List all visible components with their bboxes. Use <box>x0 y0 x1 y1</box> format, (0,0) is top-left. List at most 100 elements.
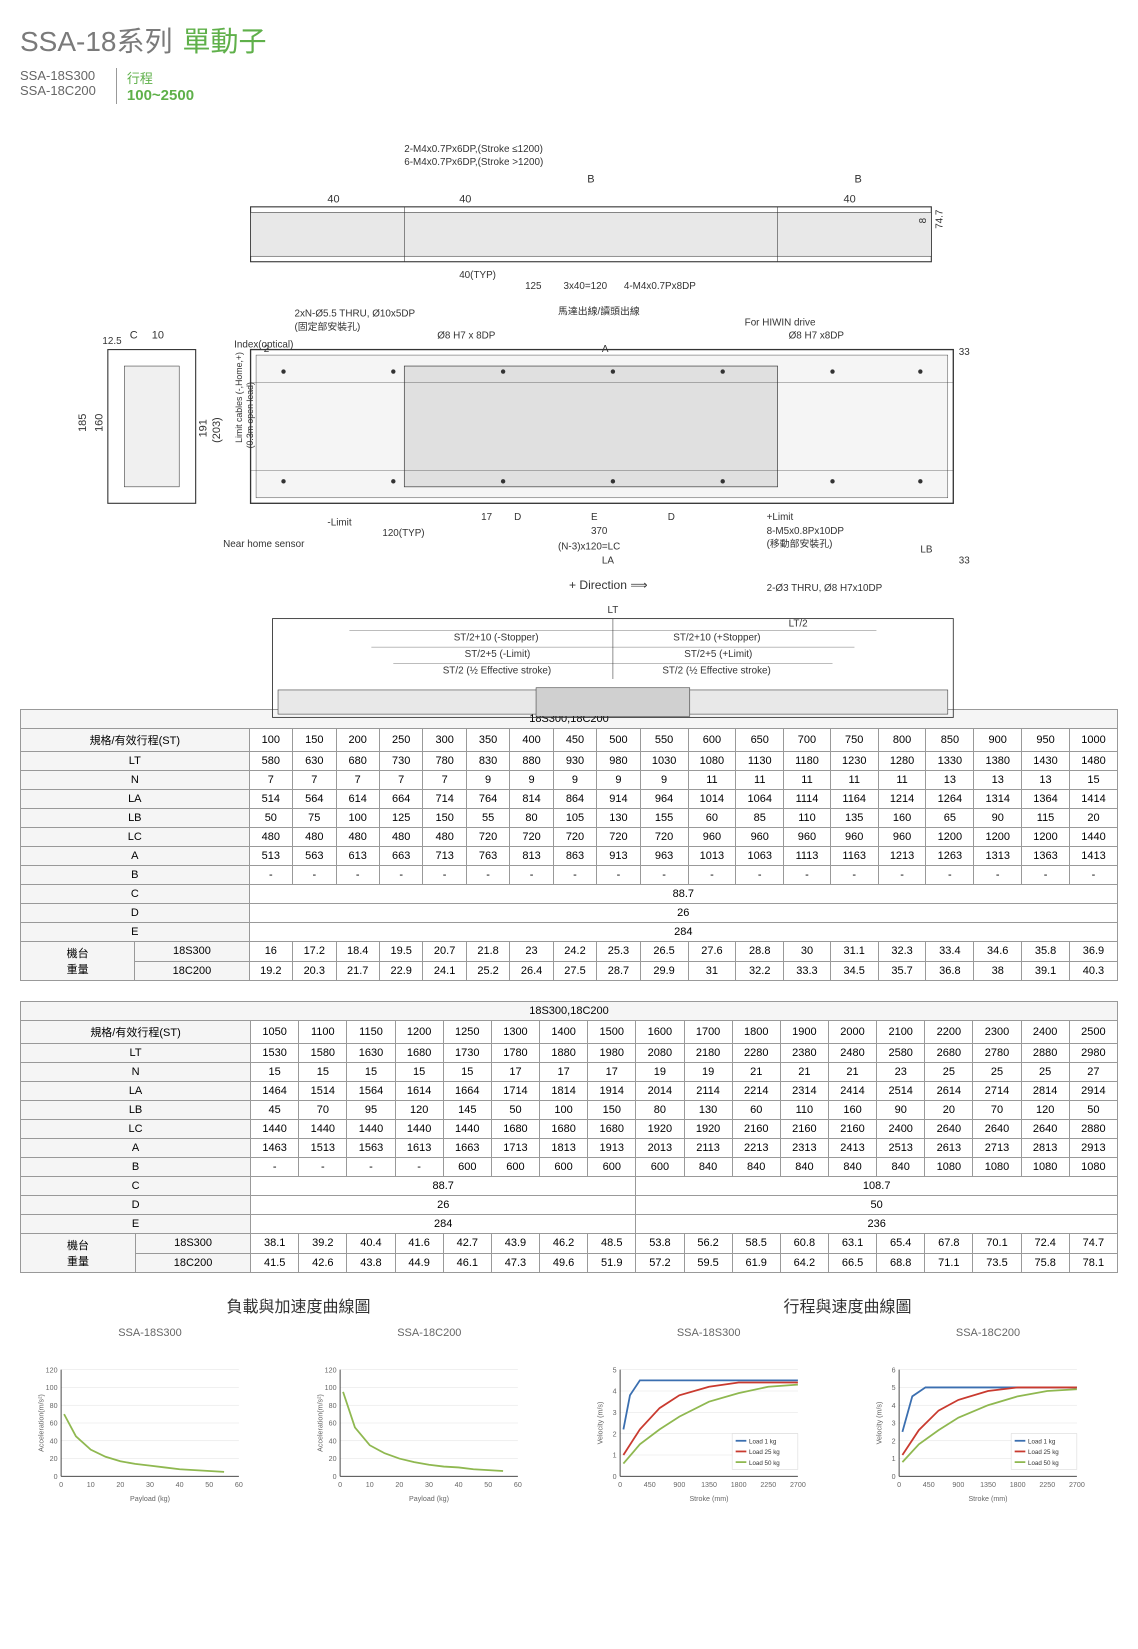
charts-section: 負載與加速度曲線圖 行程與速度曲線圖 SSA-18S30002040608010… <box>20 1293 1118 1508</box>
svg-text:3: 3 <box>892 1420 896 1428</box>
svg-text:370: 370 <box>591 526 608 537</box>
svg-text:2xN-Ø5.5 THRU, Ø10x5DP: 2xN-Ø5.5 THRU, Ø10x5DP <box>294 309 415 320</box>
svg-text:ST/2 (½ Effective stroke): ST/2 (½ Effective stroke) <box>662 665 770 676</box>
svg-text:2: 2 <box>892 1437 896 1445</box>
svg-text:Load 25 kg: Load 25 kg <box>749 1449 780 1456</box>
svg-text:10: 10 <box>366 1481 374 1489</box>
svg-text:3: 3 <box>612 1409 616 1417</box>
svg-text:E: E <box>591 512 598 523</box>
svg-text:馬達出線/讀頭出線: 馬達出線/讀頭出線 <box>558 304 640 317</box>
svg-text:33: 33 <box>959 347 970 358</box>
spec-table: 18S300,18C200規格/有效行程(ST)1001502002503003… <box>20 709 1118 981</box>
spec-table: 18S300,18C200規格/有效行程(ST)1050110011501200… <box>20 1001 1118 1273</box>
svg-text:2: 2 <box>264 344 270 355</box>
svg-text:+Limit: +Limit <box>767 512 794 523</box>
svg-text:100: 100 <box>325 1384 337 1392</box>
svg-text:LA: LA <box>602 556 614 567</box>
svg-text:0: 0 <box>897 1481 901 1489</box>
svg-text:Stroke (mm): Stroke (mm) <box>968 1495 1007 1503</box>
svg-text:60: 60 <box>514 1481 522 1489</box>
svg-text:20: 20 <box>50 1455 58 1463</box>
svg-text:40: 40 <box>455 1481 463 1489</box>
svg-text:10: 10 <box>87 1481 95 1489</box>
vel-chart: SSA-18C200012345604509001350180022502700… <box>858 1327 1118 1508</box>
svg-text:A: A <box>602 344 609 355</box>
svg-text:6: 6 <box>892 1366 896 1374</box>
svg-text:40: 40 <box>329 1437 337 1445</box>
svg-text:Load 1 kg: Load 1 kg <box>1028 1438 1056 1445</box>
svg-text:30: 30 <box>425 1481 433 1489</box>
svg-text:ST/2 (½ Effective stroke): ST/2 (½ Effective stroke) <box>443 665 551 676</box>
series-suffix: 單動子 <box>183 20 267 60</box>
svg-text:0: 0 <box>333 1473 337 1481</box>
model-0: SSA-18S300 <box>20 68 96 83</box>
svg-text:D: D <box>668 512 675 523</box>
svg-text:1: 1 <box>612 1452 616 1460</box>
svg-text:D: D <box>514 512 521 523</box>
svg-text:Velocity (m/s): Velocity (m/s) <box>596 1402 604 1445</box>
stroke-label: 行程 <box>127 68 194 87</box>
svg-text:Load 50 kg: Load 50 kg <box>1028 1460 1059 1467</box>
svg-text:2-M4x0.7Px6DP,(Stroke ≤1200): 2-M4x0.7Px6DP,(Stroke ≤1200) <box>404 144 543 155</box>
svg-text:(移動部安裝孔): (移動部安裝孔) <box>767 537 833 550</box>
svg-text:450: 450 <box>643 1481 655 1489</box>
svg-text:2250: 2250 <box>1039 1481 1055 1489</box>
svg-text:1800: 1800 <box>1010 1481 1026 1489</box>
svg-text:900: 900 <box>673 1481 685 1489</box>
svg-text:74.7: 74.7 <box>934 210 945 229</box>
svg-text:Load 1 kg: Load 1 kg <box>749 1438 777 1445</box>
svg-text:Acceleration(m/s²): Acceleration(m/s²) <box>317 1394 325 1452</box>
svg-text:60: 60 <box>329 1420 337 1428</box>
svg-text:Load 50 kg: Load 50 kg <box>749 1460 780 1467</box>
svg-text:1800: 1800 <box>730 1481 746 1489</box>
svg-text:191: 191 <box>198 419 210 437</box>
svg-text:Ø8 H7 x 8DP: Ø8 H7 x 8DP <box>437 331 496 342</box>
svg-text:Ø8 H7 x8DP: Ø8 H7 x8DP <box>789 331 845 342</box>
model-row: SSA-18S300 SSA-18C200 行程 100~2500 <box>20 68 1118 104</box>
svg-text:1350: 1350 <box>980 1481 996 1489</box>
page-header: SSA-18系列單動子 <box>20 20 1118 60</box>
svg-text:0: 0 <box>892 1473 896 1481</box>
svg-text:B: B <box>587 174 594 186</box>
svg-text:-Limit: -Limit <box>327 517 351 528</box>
accel-chart: SSA-18C2000204060801001200102030405060Ac… <box>299 1327 559 1508</box>
svg-text:(N-3)x120=LC: (N-3)x120=LC <box>558 541 620 552</box>
svg-text:4: 4 <box>892 1402 896 1410</box>
svg-text:33: 33 <box>959 556 970 567</box>
svg-text:10: 10 <box>152 330 164 342</box>
accel-chart: SSA-18S3000204060801001200102030405060Ac… <box>20 1327 280 1508</box>
svg-text:Near home sensor: Near home sensor <box>223 539 305 550</box>
svg-text:125: 125 <box>525 281 542 292</box>
svg-text:80: 80 <box>50 1402 58 1410</box>
svg-text:120(TYP): 120(TYP) <box>382 528 424 539</box>
svg-text:LT: LT <box>608 605 619 616</box>
svg-text:5: 5 <box>612 1366 616 1374</box>
svg-text:Acceleration(m/s²): Acceleration(m/s²) <box>37 1394 45 1452</box>
svg-text:(0.3m open lead): (0.3m open lead) <box>245 382 255 448</box>
svg-text:80: 80 <box>329 1402 337 1410</box>
svg-text:120: 120 <box>325 1366 337 1374</box>
svg-text:3x40=120: 3x40=120 <box>564 281 608 292</box>
svg-text:ST/2+5 (+Limit): ST/2+5 (+Limit) <box>684 649 752 660</box>
svg-text:Velocity (m/s): Velocity (m/s) <box>875 1402 883 1445</box>
svg-text:2-Ø3 THRU, Ø8 H7x10DP: 2-Ø3 THRU, Ø8 H7x10DP <box>767 583 883 594</box>
svg-text:5: 5 <box>892 1384 896 1392</box>
svg-text:450: 450 <box>923 1481 935 1489</box>
svg-text:40: 40 <box>176 1481 184 1489</box>
svg-text:900: 900 <box>952 1481 964 1489</box>
svg-text:50: 50 <box>205 1481 213 1489</box>
svg-text:0: 0 <box>54 1473 58 1481</box>
svg-text:12.5: 12.5 <box>102 336 122 347</box>
svg-text:6-M4x0.7Px6DP,(Stroke >1200): 6-M4x0.7Px6DP,(Stroke >1200) <box>404 157 543 168</box>
svg-text:Load 25 kg: Load 25 kg <box>1028 1449 1059 1456</box>
svg-text:8-M5x0.8Px10DP: 8-M5x0.8Px10DP <box>767 526 845 537</box>
svg-text:For HIWIN drive: For HIWIN drive <box>745 317 816 328</box>
svg-text:B: B <box>854 174 861 186</box>
accel-chart-title: 負載與加速度曲線圖 <box>226 1293 370 1317</box>
svg-text:ST/2+10 (-Stopper): ST/2+10 (-Stopper) <box>454 633 539 644</box>
svg-text:40(TYP): 40(TYP) <box>459 270 496 281</box>
vel-chart-title: 行程與速度曲線圖 <box>783 1293 911 1317</box>
svg-text:(固定部安裝孔): (固定部安裝孔) <box>294 320 360 333</box>
svg-text:50: 50 <box>485 1481 493 1489</box>
svg-text:2700: 2700 <box>1069 1481 1085 1489</box>
